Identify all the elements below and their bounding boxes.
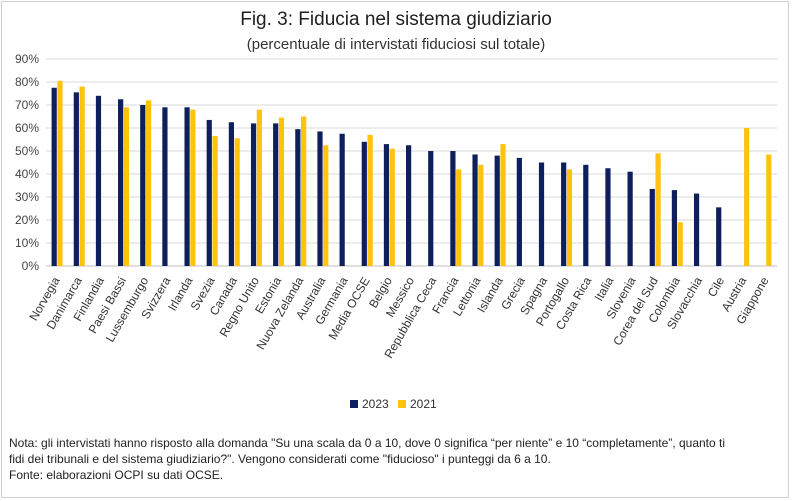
y-tick-label: 30% [15, 190, 39, 204]
bar-2021 [278, 117, 285, 267]
bar-2023 [118, 99, 124, 266]
bar-2023 [605, 168, 611, 266]
bar-2021 [145, 100, 152, 267]
note-line-3: Fonte: elaborazioni OCPI su dati OCSE. [9, 468, 224, 482]
bar-2021 [79, 86, 85, 266]
bar-2023 [273, 123, 279, 267]
bar-2023 [51, 87, 57, 266]
chart-subtitle: (percentuale di intervistati fiduciosi s… [246, 36, 546, 53]
bar-2023 [472, 154, 478, 266]
bar-chart: 0%10%20%30%40%50%60%70%80%90%NorvegiaDan… [15, 52, 777, 411]
bar-2021 [234, 138, 240, 266]
bar-2021 [123, 107, 130, 266]
bar-2021 [367, 134, 373, 266]
bar-2023 [383, 144, 390, 266]
y-tick-label: 20% [15, 213, 39, 227]
y-tick-label: 40% [15, 167, 39, 181]
bar-2023 [583, 164, 589, 266]
chart-title: Fig. 3: Fiducia nel sistema giudiziario [240, 9, 552, 30]
bar-2023 [295, 129, 301, 266]
legend-label-2023: 2023 [362, 397, 389, 411]
bar-2023 [538, 162, 545, 266]
note-line-1: Nota: gli intervistati hanno risposto al… [9, 436, 726, 450]
bar-2023 [450, 151, 456, 266]
bar-2023 [428, 151, 434, 266]
bar-2021 [478, 164, 484, 266]
bar-2023 [184, 107, 190, 266]
bar-2021 [57, 80, 63, 266]
legend-label-2021: 2021 [410, 397, 437, 411]
bar-2023 [671, 190, 678, 266]
y-tick-label: 50% [15, 144, 39, 158]
bar-2021 [389, 148, 395, 266]
bar-2021 [655, 153, 661, 266]
bar-2023 [317, 131, 323, 266]
bar-2021 [677, 222, 683, 266]
bar-2023 [406, 145, 412, 266]
bar-2021 [323, 145, 329, 266]
bar-2023 [162, 107, 168, 266]
bar-2021 [212, 136, 218, 266]
bar-2023 [206, 119, 212, 266]
y-tick-label: 0% [22, 259, 40, 273]
bar-2023 [250, 123, 257, 267]
note-line-2: fidi dei tribunali e del sistema giudizi… [9, 452, 551, 466]
bar-2023 [339, 133, 345, 266]
bar-2023 [73, 92, 79, 266]
y-tick-label: 80% [15, 75, 39, 89]
y-tick-label: 70% [15, 98, 39, 112]
bar-2023 [95, 95, 102, 266]
bar-2023 [693, 193, 700, 266]
bar-2023 [516, 157, 522, 266]
bar-2023 [716, 207, 722, 266]
bar-2023 [228, 122, 234, 266]
y-tick-label: 60% [15, 121, 39, 135]
y-tick-label: 90% [15, 52, 39, 66]
footnote: Nota: gli intervistati hanno risposto al… [9, 435, 784, 483]
bar-2023 [494, 155, 500, 266]
legend-swatch-2023 [350, 400, 358, 408]
bar-2021 [500, 144, 506, 266]
legend-swatch-2021 [398, 400, 406, 408]
bar-2023 [561, 162, 567, 266]
bar-2021 [301, 116, 307, 266]
y-tick-label: 10% [15, 236, 39, 250]
bar-2021 [456, 169, 462, 266]
bar-2021 [566, 169, 573, 266]
bar-2023 [627, 171, 633, 266]
bar-2021 [256, 109, 262, 266]
bar-2021 [744, 128, 750, 266]
bar-2023 [140, 105, 146, 266]
bar-2021 [766, 154, 772, 266]
bar-2023 [649, 188, 655, 266]
bar-2023 [361, 141, 367, 266]
bar-2021 [190, 109, 196, 266]
